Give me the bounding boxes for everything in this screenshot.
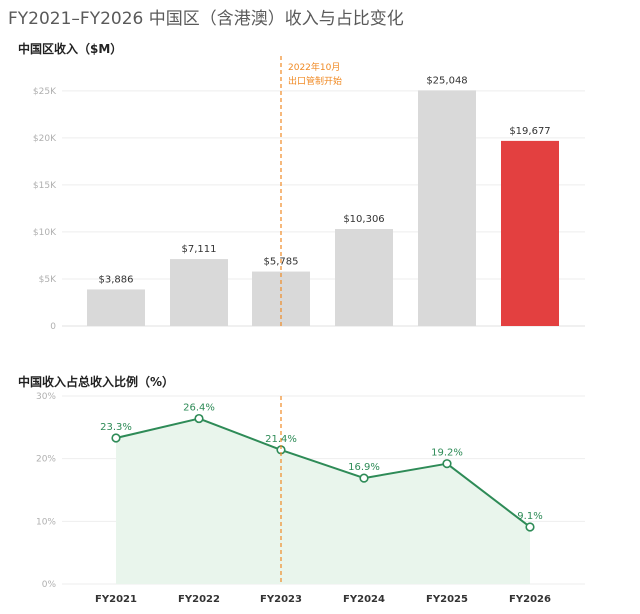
x-axis-label: FY2023: [260, 594, 302, 605]
revenue-bar: [87, 289, 145, 326]
x-axis-label: FY2024: [343, 594, 385, 605]
bar-y-tick-label: $20K: [33, 134, 57, 144]
share-value-label: 26.4%: [183, 403, 215, 414]
bar-value-label: $25,048: [426, 75, 467, 86]
share-chart-title: 中国收入占总收入比例（%）: [18, 375, 175, 389]
line-y-tick-label: 0%: [42, 580, 57, 590]
share-series-line: [115, 417, 531, 528]
bar-value-label: $10,306: [343, 214, 384, 225]
revenue-bar: [501, 140, 559, 326]
share-data-point: [525, 522, 535, 532]
revenue-bar: [170, 259, 228, 326]
revenue-bar-chart: 0$5K$10K$15K$20K$25K$3,886$7,111$5,785$1…: [33, 75, 585, 332]
bar-y-tick-label: $25K: [33, 87, 57, 97]
share-data-point: [194, 413, 204, 424]
share-value-label: 16.9%: [348, 462, 380, 473]
x-axis-label: FY2025: [426, 594, 468, 605]
export-control-annotation: 2022年10月: [288, 61, 340, 73]
x-axis-label: FY2021: [95, 594, 137, 605]
line-y-tick-label: 30%: [36, 392, 56, 402]
line-y-tick-label: 20%: [36, 455, 56, 465]
bar-y-tick-label: $10K: [33, 228, 57, 238]
revenue-bar: [335, 229, 393, 326]
share-data-point: [111, 433, 121, 443]
bar-chart-title: 中国区收入（$M）: [18, 42, 123, 56]
share-value-label: 9.1%: [517, 511, 542, 522]
revenue-bar: [418, 90, 476, 327]
share-area-fill: [116, 418, 530, 584]
share-value-label: 23.3%: [100, 422, 132, 433]
bar-y-tick-label: $5K: [39, 275, 57, 285]
share-data-point: [442, 459, 452, 469]
x-axis-label: FY2022: [178, 594, 220, 605]
x-axis-label: FY2026: [509, 594, 551, 605]
bar-y-tick-label: $15K: [33, 181, 57, 191]
bar-value-label: $19,677: [509, 126, 550, 137]
bar-value-label: $7,111: [182, 244, 217, 255]
line-y-tick-label: 10%: [36, 517, 56, 527]
share-data-point: [359, 473, 369, 483]
export-control-annotation: 出口管制开始: [288, 75, 342, 87]
share-line-chart: 0%10%20%30%23.3%26.4%21.4%16.9%19.2%9.1%…: [36, 392, 585, 605]
share-value-label: 19.2%: [431, 448, 463, 459]
page-title: FY2021–FY2026 中国区（含港澳）收入与占比变化: [8, 9, 404, 29]
bar-value-label: $3,886: [99, 274, 134, 285]
bar-y-tick-label: 0: [50, 322, 56, 332]
